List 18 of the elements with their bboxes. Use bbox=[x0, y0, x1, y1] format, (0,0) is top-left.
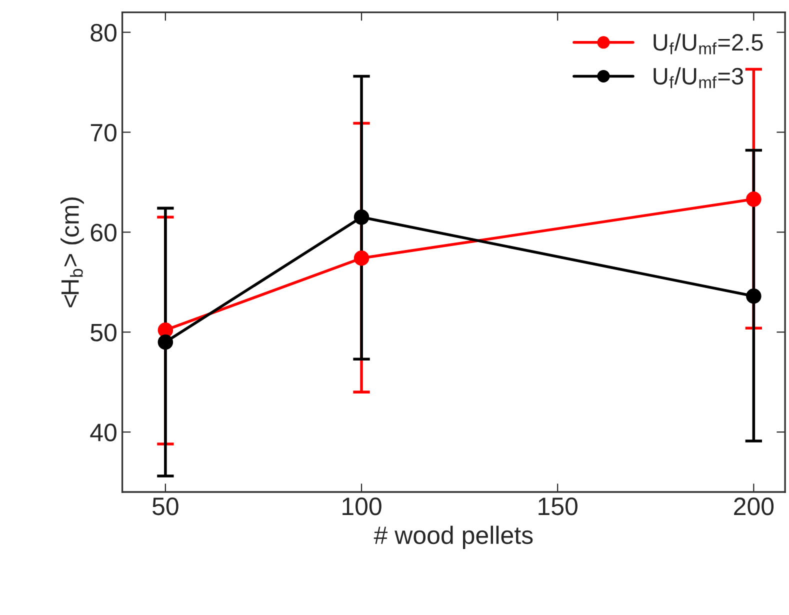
x-tick-label: 200 bbox=[734, 498, 774, 516]
point bbox=[354, 250, 370, 266]
point bbox=[746, 288, 762, 304]
x-tick-label: 100 bbox=[342, 498, 382, 516]
y-tick-label: 60 bbox=[90, 224, 116, 242]
point bbox=[158, 334, 174, 350]
x-tick-label: 150 bbox=[538, 498, 578, 516]
point bbox=[746, 192, 762, 207]
y-tick-label: 40 bbox=[90, 424, 116, 442]
point bbox=[354, 210, 370, 225]
y-tick-label: 50 bbox=[90, 324, 116, 342]
x-axis-title: # wood pellets bbox=[374, 526, 533, 550]
y-tick-label: 70 bbox=[90, 124, 116, 142]
y-axis-title: <H$_{b}$> (cm) bbox=[60, 198, 84, 308]
y-tick-label: 80 bbox=[90, 24, 116, 42]
legend-label: U$_{f}$/U$_{mf}$=3 bbox=[654, 67, 744, 88]
x-tick-label: 50 bbox=[152, 498, 178, 516]
legend-label: U$_{f}$/U$_{mf}$=2.5 bbox=[654, 33, 763, 54]
